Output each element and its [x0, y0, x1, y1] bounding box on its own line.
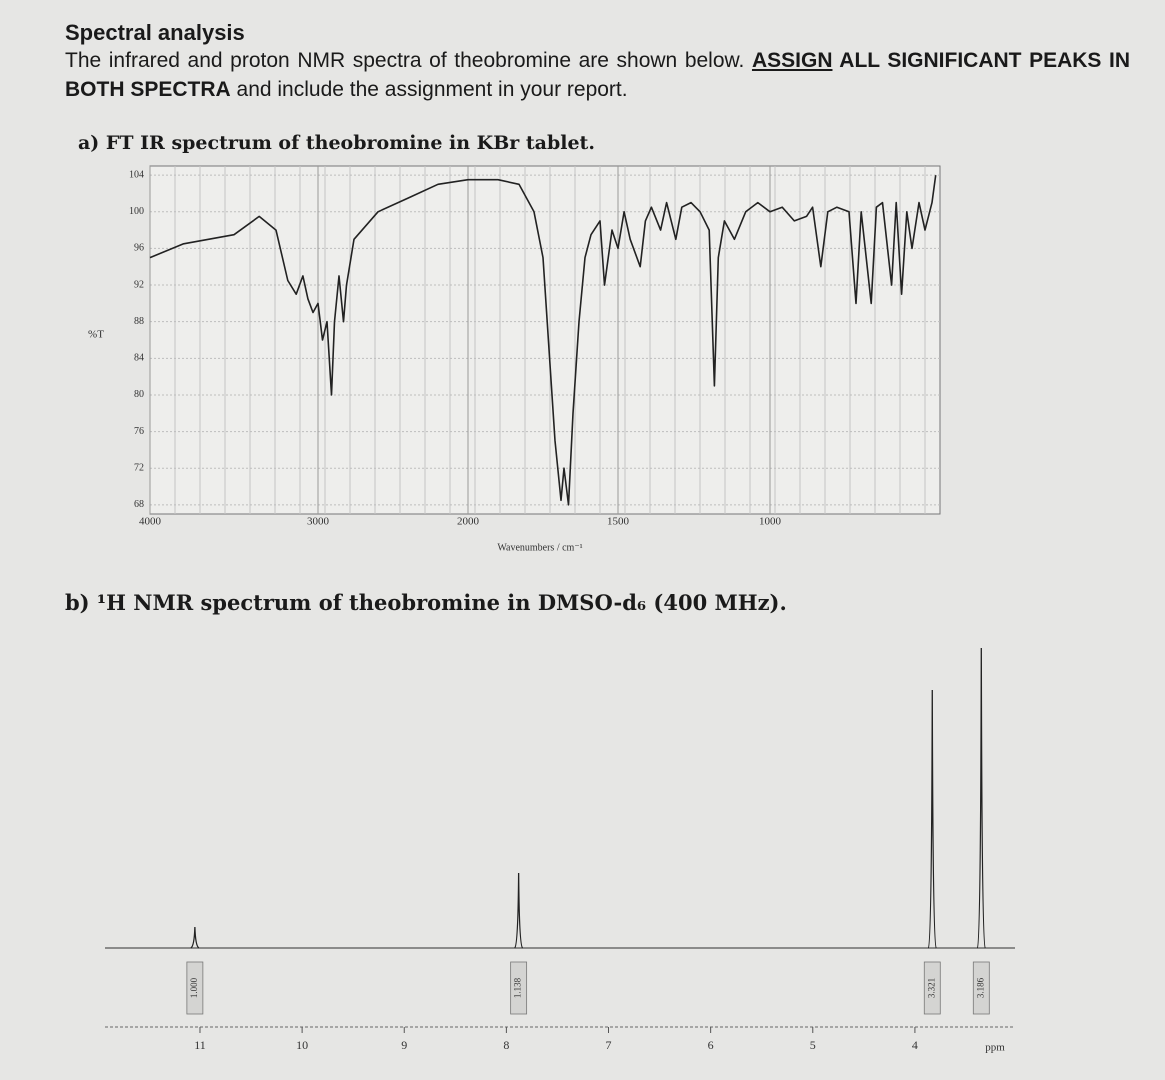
integral-box: [510, 961, 528, 1015]
x-tick-label: 9: [401, 1038, 407, 1052]
intro-emphasis: ASSIGN: [751, 49, 833, 72]
intro: The infrared and proton NMR spectra of t…: [65, 46, 1130, 104]
nmr-peak: [927, 689, 937, 949]
intro-text: The infrared and proton NMR spectra of t…: [65, 49, 752, 72]
y-tick-label: 72: [134, 463, 144, 474]
caption: a) FT IR spectrum of theobromine in KBr …: [78, 132, 595, 154]
x-tick-label: 3000: [307, 516, 330, 528]
y-tick-label: 84: [134, 353, 144, 364]
x-axis-label: ppm: [985, 1042, 1005, 1054]
x-tick-label: 11: [194, 1038, 206, 1052]
y-tick-label: 76: [134, 426, 144, 437]
ir-frame: [149, 165, 941, 515]
x-tick-label: 2000: [457, 516, 480, 528]
ir-trace: [149, 175, 937, 506]
x-tick-label: 7: [606, 1038, 612, 1052]
x-axis-label: Wavenumbers / cm⁻¹: [497, 542, 582, 553]
integral-label: 3.321: [926, 978, 936, 998]
y-axis-label: %T: [88, 329, 104, 341]
integral-label: 3.186: [975, 977, 985, 998]
nmr-peak: [514, 872, 524, 949]
x-tick-label: 1500: [607, 516, 630, 528]
y-tick-label: 96: [134, 243, 144, 254]
x-tick-label: 8: [503, 1038, 509, 1052]
intro-emphasis: ALL SIGNIFICANT PEAKS IN BOTH SPECTRA: [65, 49, 1131, 101]
intro-text: and include the assignment in your repor…: [230, 78, 628, 101]
y-tick-label: 80: [134, 389, 144, 400]
caption: b) ¹H NMR spectrum of theobromine in DMS…: [65, 590, 787, 615]
y-tick-label: 88: [134, 316, 144, 327]
x-tick-label: 4000: [139, 516, 162, 528]
y-tick-label: 104: [129, 169, 144, 180]
nmr-peak: [190, 926, 200, 949]
title: Spectral analysis: [65, 20, 245, 45]
y-tick-label: 100: [129, 206, 144, 217]
integral-box: [972, 961, 990, 1015]
x-tick-label: 4: [912, 1038, 918, 1052]
integral-box: [186, 961, 204, 1015]
integral-box: [923, 961, 941, 1015]
x-tick-label: 6: [708, 1038, 714, 1052]
y-tick-label: 92: [134, 279, 144, 290]
x-tick-label: 5: [810, 1038, 816, 1052]
integral-label: 1.138: [513, 977, 523, 998]
nmr-peak: [976, 647, 986, 949]
x-tick-label: 10: [296, 1038, 308, 1052]
x-tick-label: 1000: [759, 516, 782, 528]
integral-label: 1.000: [189, 977, 199, 998]
y-tick-label: 68: [134, 499, 144, 510]
